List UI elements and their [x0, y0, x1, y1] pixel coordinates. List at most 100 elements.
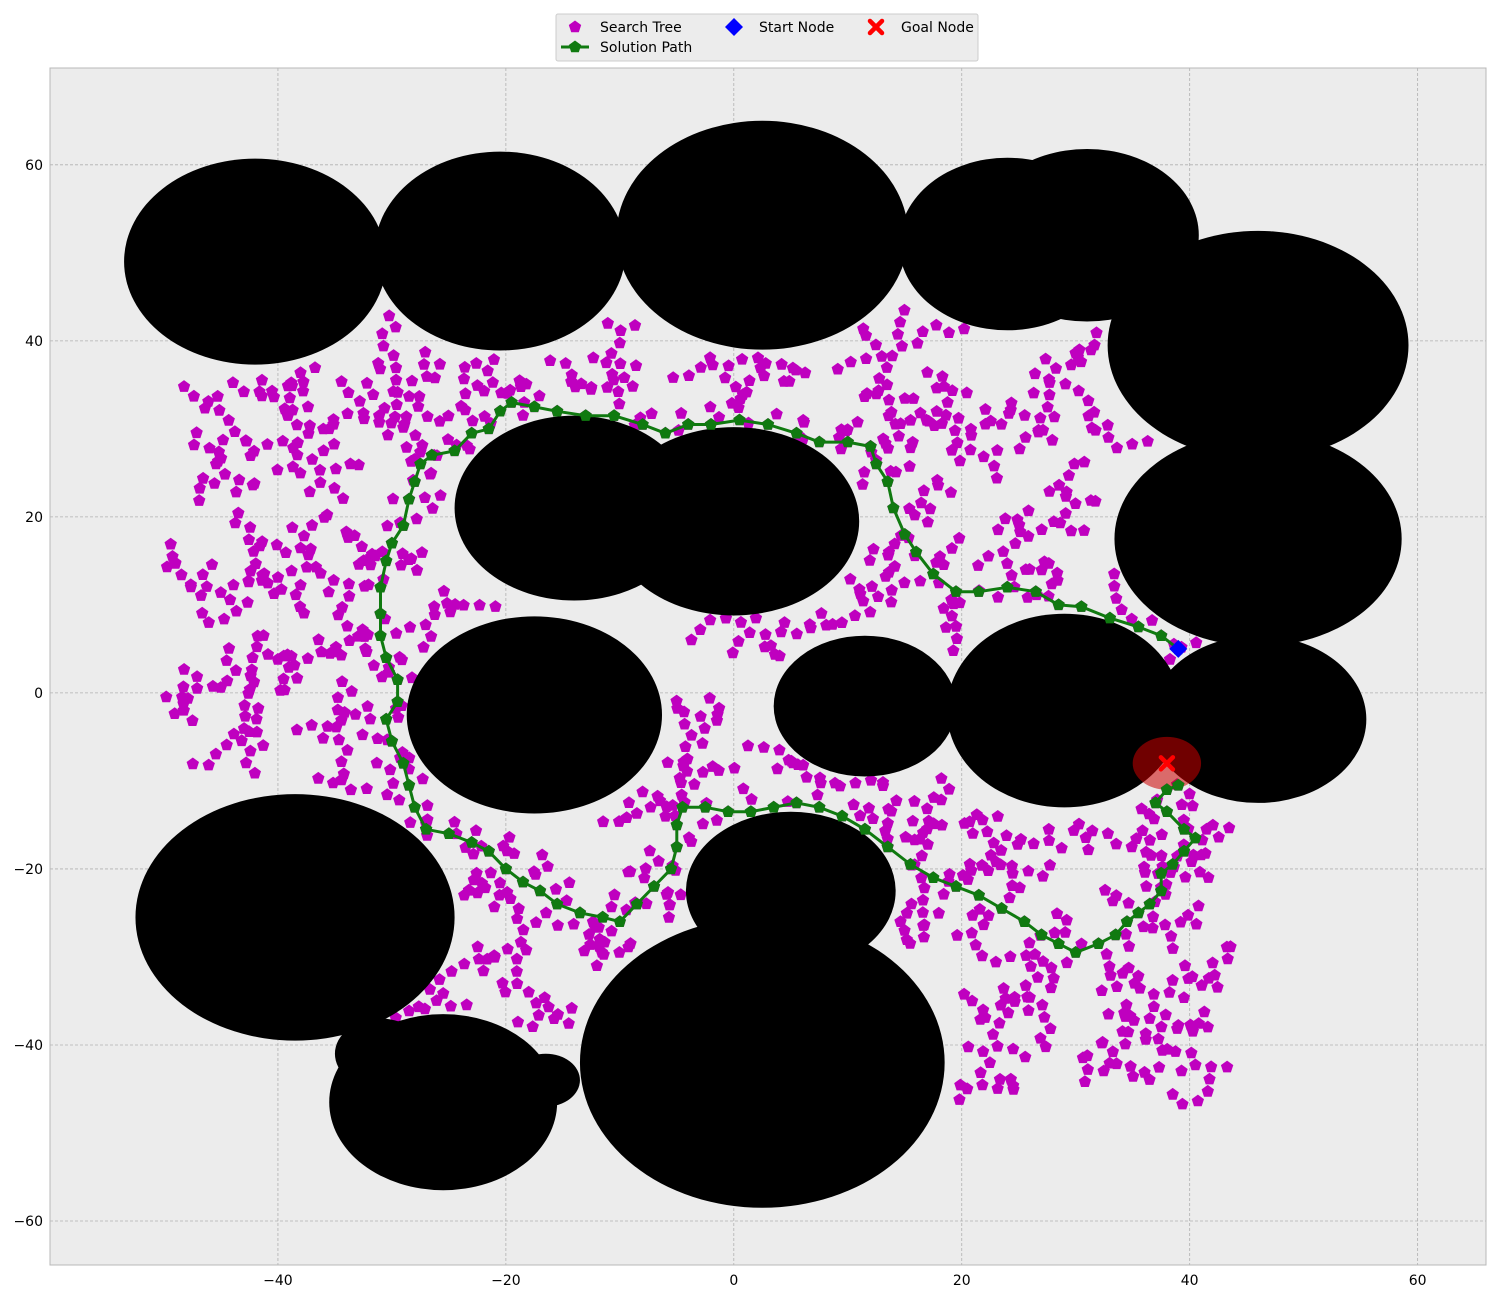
search-tree-node [1166, 942, 1179, 954]
goal-node-marker [1158, 755, 1176, 772]
search-tree-node [467, 873, 480, 886]
search-tree-node [503, 830, 516, 843]
search-tree-node [671, 702, 684, 714]
search-tree-node [986, 1028, 1000, 1040]
x-tick-label: −20 [491, 1273, 521, 1289]
search-tree-node [235, 734, 248, 747]
search-tree-node [1191, 1094, 1204, 1107]
search-tree-node [916, 906, 929, 918]
search-tree-node [1202, 971, 1215, 984]
search-tree-node [477, 964, 490, 977]
search-tree-node [976, 1078, 989, 1091]
search-tree-node [982, 549, 995, 562]
solution-path-node [402, 778, 416, 791]
search-tree-node [488, 900, 501, 913]
search-tree-node [340, 525, 353, 538]
search-tree-node [338, 706, 351, 718]
search-tree-node [205, 558, 219, 570]
solution-path-node [533, 884, 547, 897]
search-tree-node [390, 627, 403, 639]
search-tree-node [953, 1093, 966, 1105]
search-tree-node [694, 361, 707, 373]
search-tree-node [177, 380, 191, 392]
search-tree-node [862, 801, 876, 814]
search-tree-node [200, 580, 213, 592]
solution-path-node [881, 840, 894, 853]
search-tree-node [244, 669, 257, 682]
search-tree-node [1122, 961, 1135, 974]
search-tree-node [1190, 917, 1203, 930]
search-tree-node [551, 1008, 565, 1020]
search-tree-node [478, 410, 491, 422]
search-tree-node [696, 765, 710, 778]
search-tree-node [1155, 849, 1168, 861]
search-tree-node [1163, 652, 1177, 665]
search-tree-node [479, 881, 492, 894]
obstacle [616, 120, 909, 350]
search-tree-node [582, 928, 596, 940]
search-tree-node [1220, 940, 1234, 953]
search-tree-node [1126, 1069, 1140, 1082]
search-tree-node [202, 758, 215, 771]
search-tree-node [951, 928, 964, 941]
search-tree-node [424, 630, 438, 642]
search-tree-node [1052, 478, 1066, 491]
search-tree-node [1186, 799, 1199, 812]
obstacle [511, 1053, 580, 1107]
search-tree-node [927, 817, 940, 830]
search-tree-node [481, 364, 494, 377]
search-tree-node [271, 653, 284, 665]
search-tree-node [694, 623, 707, 635]
search-tree-node [921, 838, 934, 850]
x-tick-label: 60 [1409, 1273, 1427, 1289]
search-tree-node [600, 356, 613, 369]
search-tree-node [361, 700, 374, 712]
search-tree-node [1222, 821, 1236, 834]
search-tree-node [160, 690, 173, 703]
search-tree-node [405, 374, 419, 387]
search-tree-node [869, 338, 883, 351]
search-tree-node [551, 919, 564, 931]
search-tree-node [586, 915, 600, 928]
search-tree-node [1110, 592, 1123, 604]
search-tree-node [970, 808, 983, 820]
solution-path-node [761, 418, 775, 430]
search-tree-node [1059, 507, 1072, 519]
search-tree-node [345, 685, 358, 697]
search-tree-node [643, 844, 656, 857]
search-tree-node [725, 396, 739, 409]
search-tree-node [211, 389, 224, 402]
search-tree-node [711, 707, 724, 720]
search-tree-node [560, 894, 573, 906]
search-tree-node [894, 417, 907, 429]
start-goal-markers [1158, 639, 1188, 772]
solution-path-node [1069, 946, 1082, 958]
search-tree-node [974, 1013, 987, 1025]
search-tree-node [903, 459, 916, 472]
search-tree-node [630, 807, 644, 819]
search-tree-node [190, 670, 204, 682]
search-tree-node [1145, 614, 1159, 626]
search-tree-node [718, 371, 732, 384]
search-tree-node [473, 598, 486, 611]
search-tree-node [786, 361, 799, 374]
search-tree-node [737, 782, 750, 795]
search-tree-node [987, 836, 1000, 849]
search-tree-node [249, 557, 262, 569]
search-tree-node [381, 519, 394, 532]
legend-pentagon-icon [568, 40, 582, 53]
search-tree-node [1203, 1072, 1216, 1085]
search-tree-node [166, 550, 179, 562]
search-tree-node [1005, 568, 1018, 581]
search-tree-node [220, 738, 233, 751]
search-tree-node [953, 454, 967, 467]
search-tree-node [636, 785, 649, 798]
search-tree-node [1005, 859, 1019, 872]
search-tree-node [360, 645, 373, 657]
solution-path-node [1155, 866, 1168, 879]
search-tree-node [364, 558, 377, 571]
search-tree-node [412, 1000, 425, 1013]
search-tree-node [886, 349, 899, 362]
search-tree-node [882, 393, 896, 406]
search-tree-node [991, 444, 1004, 456]
